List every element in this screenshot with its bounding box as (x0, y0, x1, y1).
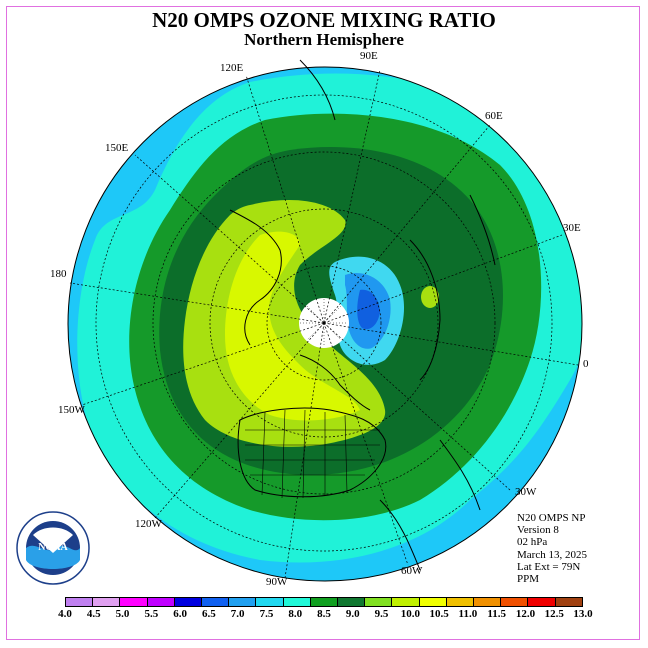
lon-label-60w: 60W (401, 565, 423, 577)
colorbar-tick-label: 12.5 (544, 608, 564, 620)
field-high-spot (421, 286, 439, 308)
noaa-logo-text: NOAA (38, 542, 68, 553)
colorbar-tick-label: 5.0 (115, 608, 130, 620)
meridians (69, 69, 579, 579)
lon-label-120w: 120W (135, 518, 162, 530)
info-lat-ext: Lat Ext = 79N (517, 560, 581, 573)
asia-coast (229, 209, 282, 346)
field-high2 (225, 231, 360, 421)
colorbar-tick-label: 9.0 (345, 608, 360, 620)
colorbar-tick-label: 10.5 (429, 608, 449, 620)
info-units: PPM (517, 573, 540, 586)
colorbar-tick-label: 11.5 (487, 608, 506, 620)
info-version: Version 8 (517, 524, 559, 537)
north-america-outline (237, 407, 387, 498)
latitude-circles (95, 94, 553, 552)
coastlines (229, 59, 496, 571)
colorbar-swatch (338, 598, 366, 606)
colorbar-swatch (419, 598, 447, 606)
africa-coast (439, 439, 481, 511)
info-block: N20 OMPS NP Version 8 02 hPa March 13, 2… (517, 512, 587, 585)
colorbar-swatch (147, 598, 175, 606)
colorbar-swatch (66, 598, 94, 606)
colorbar-swatch (446, 598, 475, 606)
info-pressure: 02 hPa (517, 536, 548, 549)
colorbar-swatch (310, 598, 339, 606)
colorbar-tick-label: 4.0 (58, 608, 72, 620)
colorbar-tick-label: 4.5 (86, 608, 101, 620)
colorbar-swatch (229, 598, 257, 606)
colorbar-swatch (283, 598, 311, 606)
colorbar-tick-label: 13.0 (573, 608, 593, 620)
lon-label-150w: 150W (58, 404, 85, 416)
lon-label-90w: 90W (266, 576, 288, 588)
field-low3 (357, 289, 380, 330)
info-product: N20 OMPS NP (517, 512, 586, 524)
lon-label-90e: 90E (360, 50, 378, 62)
colorbar-tick-label: 8.5 (317, 608, 331, 620)
colorbar-tick-label: 12.0 (515, 608, 536, 620)
map-boundary (67, 66, 583, 582)
india-coast (299, 59, 336, 121)
lon-label-120e: 120E (220, 62, 244, 74)
colorbar-swatch (202, 598, 230, 606)
lon-label-150e: 150E (105, 142, 129, 154)
lon-label-60e: 60E (485, 110, 503, 122)
colorbar-tick-label: 11.0 (458, 608, 478, 620)
colorbar-swatch (392, 598, 420, 606)
map-title: N20 OMPS OZONE MIXING RATIO (152, 8, 496, 32)
colorbar-tick-label: 5.5 (144, 608, 159, 620)
colorbar-tick-label: 9.5 (374, 608, 389, 620)
colorbar-tick-label: 10.0 (400, 608, 420, 620)
colorbar-swatch (93, 598, 121, 606)
map-subtitle: Northern Hemisphere (244, 30, 404, 49)
lon-label-0: 0 (583, 358, 589, 370)
colorbar-swatch (365, 598, 393, 606)
lon-label-180: 180 (50, 268, 67, 280)
lon-label-30w: 30W (515, 486, 537, 498)
colorbar-swatch (501, 598, 529, 606)
info-date: March 13, 2025 (517, 548, 587, 561)
colorbar-swatch (474, 598, 502, 606)
arctic-coast (299, 354, 371, 411)
polar-grid (300, 299, 348, 347)
colorbar-tick-label: 6.0 (173, 608, 187, 620)
noaa-logo: NOAA (16, 511, 90, 585)
colorbar-tick-label: 7.0 (230, 608, 245, 620)
colorbar-tick-label: 8.0 (288, 608, 303, 620)
field-high1 (183, 200, 386, 447)
colorbar-tick-label: 7.5 (259, 608, 274, 620)
colorbar-swatch (256, 598, 284, 606)
colorbar-tick-label: 6.5 (202, 608, 216, 620)
lon-label-30e: 30E (563, 222, 581, 234)
south-america-coast (379, 499, 421, 571)
colorbar-swatch (528, 598, 556, 606)
colorbar-swatch (174, 598, 203, 606)
page-frame (6, 6, 640, 640)
colorbar-swatch (120, 598, 148, 606)
asia-east-coast (469, 194, 496, 266)
ozone-field (68, 67, 582, 581)
colorbar-swatch (555, 598, 582, 606)
colorbar (65, 597, 583, 607)
